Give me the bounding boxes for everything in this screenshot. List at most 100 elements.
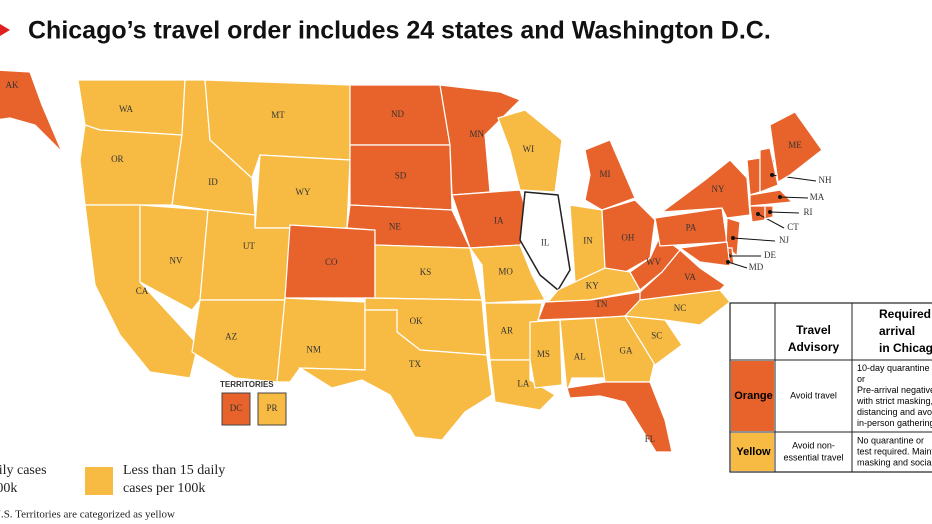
row-requirement: masking and social distancing	[857, 457, 932, 467]
state-label: OK	[410, 316, 423, 326]
state-shape	[566, 381, 673, 453]
state-shape	[79, 124, 183, 206]
pointer-line	[732, 237, 776, 242]
state-shape	[746, 157, 761, 196]
row-requirement: test required. Maintain	[857, 446, 932, 456]
row-swatch	[731, 361, 774, 431]
state-label: VA	[684, 272, 696, 282]
state-label: NH	[819, 175, 832, 185]
state-label: ME	[788, 140, 802, 150]
state-label: NJ	[779, 235, 789, 245]
row-requirement: in-person gatherings	[857, 418, 932, 428]
state-label: MO	[498, 267, 513, 277]
state-label: SC	[651, 331, 662, 341]
state-label: AL	[574, 351, 586, 361]
row-requirement: or	[857, 374, 865, 384]
row-requirement: distancing and avoiding	[857, 407, 932, 417]
state-label: OH	[621, 233, 634, 243]
state-label: AR	[501, 325, 514, 335]
row-swatch	[731, 433, 774, 471]
state-shape	[468, 244, 546, 304]
pointer-line	[727, 261, 748, 269]
territory-box	[257, 392, 287, 426]
pointer-line	[757, 213, 785, 229]
state-shape	[497, 109, 563, 193]
state-label: MN	[469, 129, 484, 139]
state-label: RI	[804, 207, 813, 217]
territory-box	[221, 392, 251, 426]
state-label: TN	[595, 299, 607, 309]
territories-title: TERRITORIES	[220, 380, 274, 389]
state-label: MA	[810, 192, 825, 202]
pointer-dot	[768, 210, 772, 214]
state-label: NY	[712, 184, 725, 194]
state-label: IA	[494, 216, 504, 226]
state-label: WI	[523, 144, 535, 154]
pointer-dot	[731, 236, 735, 240]
pointer-dot	[770, 173, 774, 177]
state-shape	[769, 111, 823, 183]
state-label: LA	[517, 379, 529, 389]
state-shape	[297, 309, 493, 441]
state-label: AK	[6, 80, 19, 90]
legend-text: 15 daily cases	[0, 463, 47, 478]
state-label: KS	[420, 267, 432, 277]
row-requirement: Pre-arrival negative test	[857, 385, 932, 395]
table-header: in Chicago	[879, 341, 932, 355]
state-shape	[678, 241, 731, 267]
state-label: MS	[537, 349, 550, 359]
state-label: MD	[749, 262, 764, 272]
state-shape	[559, 317, 606, 393]
pointer-line	[769, 211, 800, 214]
state-shape	[191, 299, 286, 383]
state-shape	[629, 235, 681, 291]
state-label: WA	[119, 104, 133, 114]
pointer-dot	[726, 260, 730, 264]
state-label: UT	[243, 241, 255, 251]
table-header: arrival	[879, 324, 915, 338]
state-label: WY	[296, 187, 311, 197]
legend-text: cases per 100k	[123, 481, 205, 496]
state-shape	[594, 315, 656, 383]
row-requirement: 10-day quarantine	[857, 363, 930, 373]
state-label: NV	[170, 255, 183, 265]
state-shape	[0, 69, 63, 153]
legend-swatch	[85, 467, 113, 495]
state-label: CO	[325, 257, 338, 267]
state-shape	[139, 204, 209, 311]
state-label: WV	[646, 257, 661, 267]
row-advisory: essential travel	[783, 452, 843, 462]
state-shape	[749, 189, 794, 207]
state-label: SD	[395, 170, 407, 180]
state-label: DE	[764, 250, 776, 260]
state-label: KY	[586, 280, 599, 290]
territory-label: PR	[266, 403, 277, 413]
state-shape	[660, 159, 751, 219]
state-shape	[759, 147, 779, 193]
state-label: IL	[541, 238, 550, 248]
logo	[0, 24, 10, 36]
row-advisory: Avoid travel	[790, 390, 837, 400]
state-label: AZ	[225, 331, 237, 341]
pointer-dot	[756, 212, 760, 216]
territory-label: DC	[230, 403, 243, 413]
state-label: ID	[208, 177, 218, 187]
pointer-dot	[778, 195, 782, 199]
row-requirement: with strict masking, social	[856, 396, 932, 406]
state-label: TX	[409, 359, 421, 369]
row-label: Orange	[734, 390, 773, 402]
title: Chicago’s travel order includes 24 state…	[28, 17, 771, 45]
state-label: CT	[787, 222, 799, 232]
row-advisory: Avoid non-	[792, 440, 835, 450]
state-shape	[529, 319, 563, 389]
table-header: Required upon	[879, 307, 932, 321]
state-label: FL	[645, 434, 656, 444]
row-label: Yellow	[736, 446, 771, 458]
legend-text: per 100k	[0, 481, 17, 496]
state-label: NM	[306, 344, 321, 354]
state-label: OR	[111, 154, 124, 164]
state-label: ND	[391, 109, 404, 119]
state-label: PA	[686, 223, 697, 233]
